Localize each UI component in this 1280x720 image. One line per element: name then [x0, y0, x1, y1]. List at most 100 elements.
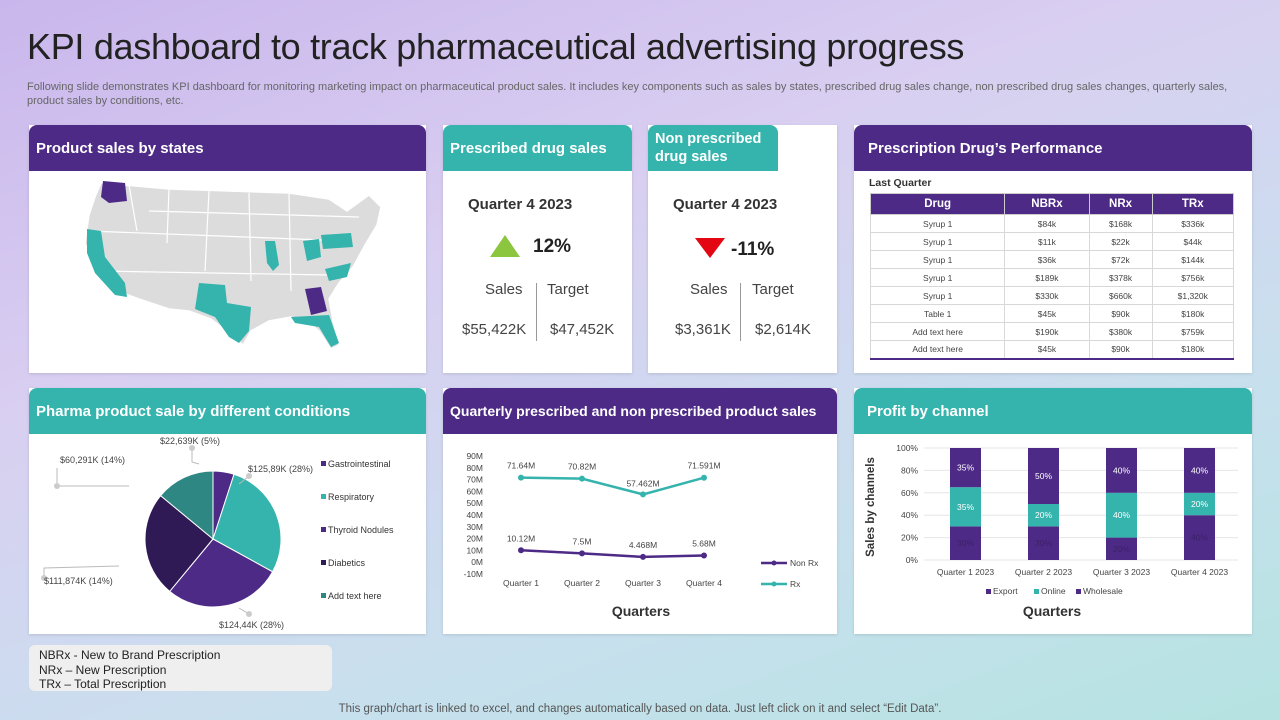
bar-legend-swatch	[1034, 589, 1039, 594]
table-header: Drug	[869, 193, 1006, 215]
pie-slice[interactable]	[168, 538, 274, 608]
bar-x-tick: Quarter 3 2023	[1093, 567, 1150, 577]
line-point[interactable]	[579, 475, 585, 482]
line-point[interactable]	[518, 547, 524, 554]
pie-leader-line	[191, 448, 200, 465]
bar-legend-swatch	[986, 589, 991, 594]
performance-title: Prescription Drug’s Performance	[854, 125, 1252, 171]
bar-data-label: 40%	[1113, 465, 1130, 475]
bar-segment[interactable]	[950, 487, 981, 527]
line-series[interactable]	[520, 476, 705, 496]
state-pennsylvania	[321, 233, 353, 249]
state-georgia	[305, 287, 327, 315]
pie-legend-swatch	[321, 461, 326, 466]
bar-y-tick: 0%	[906, 555, 919, 565]
bar-segment[interactable]	[1184, 448, 1215, 493]
bar-data-label: 30%	[957, 538, 974, 548]
pie-leader-dot	[189, 445, 195, 451]
bar-x-tick: Quarter 4 2023	[1171, 567, 1228, 577]
table-row: Syrup 1 $36k $72k $144k	[869, 250, 1235, 269]
table-cell: Table 1	[869, 304, 1006, 323]
bar-segment[interactable]	[950, 448, 981, 488]
bar-data-label: 40%	[1113, 510, 1130, 520]
pie-slice[interactable]	[159, 470, 214, 541]
bar-data-label: 40%	[1191, 533, 1208, 543]
line-point[interactable]	[701, 474, 707, 481]
trend-down-icon	[695, 238, 725, 258]
line-point[interactable]	[640, 491, 646, 498]
nonprescribed-sales-label: Sales	[690, 281, 728, 298]
line-y-tick: 10M	[466, 545, 483, 555]
pie-leader-line	[43, 565, 120, 578]
profit-bar-chart[interactable]: 100% 80% 60% 40% 20% 0% 30% 35% 35% Quarter 1 202…	[854, 434, 1252, 634]
table-cell: $180k	[1151, 304, 1235, 323]
bar-x-tick: Quarter 2 2023	[1015, 567, 1072, 577]
line-point[interactable]	[640, 553, 646, 560]
state-florida	[291, 315, 339, 347]
bar-segment[interactable]	[1028, 526, 1059, 560]
line-data-label: 7.5M	[573, 536, 592, 546]
table-cell: $168k	[1088, 214, 1153, 233]
table-row: Syrup 1 $330k $660k $1,320k	[869, 286, 1235, 305]
table-cell: Syrup 1	[869, 286, 1006, 305]
state-washington	[101, 181, 127, 203]
bar-data-label: 40%	[1191, 465, 1208, 475]
line-legend-label: Non Rx	[790, 558, 819, 568]
bar-segment[interactable]	[1028, 448, 1059, 504]
line-series[interactable]	[520, 549, 705, 559]
bar-segment[interactable]	[950, 526, 981, 560]
bar-x-tick: Quarter 1 2023	[937, 567, 994, 577]
performance-card: Prescription Drug’s Performance Last Qua…	[854, 125, 1252, 373]
bar-legend-label: Online	[1041, 586, 1066, 596]
bar-segment[interactable]	[1106, 537, 1137, 560]
bar-segment[interactable]	[1184, 515, 1215, 560]
nonprescribed-title: Non prescribed drug sales	[648, 125, 778, 171]
bar-segment[interactable]	[1028, 504, 1059, 527]
pie-legend-swatch	[321, 527, 326, 532]
table-cell: $180k	[1151, 340, 1235, 360]
state-texas	[195, 283, 251, 343]
line-y-tick: 70M	[466, 475, 483, 485]
line-data-label: 5.68M	[692, 538, 716, 548]
pie-leader-dot	[41, 575, 47, 581]
state-ohio	[303, 239, 321, 261]
conditions-title: Pharma product sale by different conditi…	[29, 388, 426, 434]
table-cell: $44k	[1151, 232, 1235, 251]
bar-data-label: 35%	[957, 502, 974, 512]
pie-legend-label: Add text here	[328, 591, 382, 601]
pie-slice[interactable]	[212, 473, 282, 573]
bar-y-tick: 100%	[896, 443, 918, 453]
line-data-label: 4.468M	[629, 540, 657, 550]
line-y-tick: 50M	[466, 498, 483, 508]
abbr-nbrx: NBRx - New to Brand Prescription	[39, 648, 221, 662]
table-header: TRx	[1151, 193, 1235, 215]
map-card: Product sales by states	[29, 125, 426, 373]
table-cell: $11k	[1004, 232, 1090, 251]
pie-legend-label: Diabetics	[328, 558, 366, 568]
table-cell: Syrup 1	[869, 232, 1006, 251]
trend-up-icon	[490, 235, 520, 257]
line-y-tick: 80M	[466, 463, 483, 473]
line-point[interactable]	[701, 552, 707, 559]
bar-segment[interactable]	[1184, 492, 1215, 516]
line-y-tick: -10M	[464, 569, 483, 579]
pie-slice[interactable]	[144, 494, 214, 593]
prescribed-target-label: Target	[547, 281, 589, 298]
pie-data-label: $111,874K (14%)	[44, 576, 113, 586]
nonprescribed-sales-value: $3,361K	[675, 321, 731, 338]
bar-segment[interactable]	[1106, 448, 1137, 493]
bar-y-tick: 40%	[901, 510, 918, 520]
bar-segment[interactable]	[1106, 492, 1137, 538]
bar-data-label: 30%	[1035, 538, 1052, 548]
nonprescribed-target-value: $2,614K	[755, 321, 811, 338]
line-point[interactable]	[579, 550, 585, 557]
table-cell: $378k	[1088, 268, 1153, 287]
line-point[interactable]	[518, 474, 524, 481]
conditions-pie-chart[interactable]: $22,639K (5%) $125,89K (28%) $124,44K (28%…	[29, 434, 426, 634]
bar-y-axis-title: Sales by channels	[865, 457, 877, 557]
table-cell: $90k	[1088, 304, 1153, 323]
state-california	[87, 229, 127, 297]
pie-data-label: $124,44K (28%)	[219, 620, 284, 630]
us-map[interactable]	[29, 171, 426, 373]
